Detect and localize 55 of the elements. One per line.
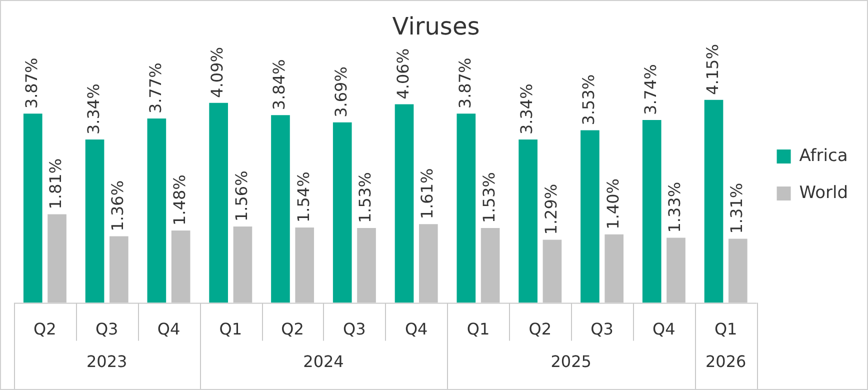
x-tick-label: Q2 xyxy=(281,320,304,339)
bar xyxy=(642,120,662,303)
data-label: 3.87% xyxy=(22,58,42,109)
data-label: 1.54% xyxy=(294,172,313,223)
data-label: 3.34% xyxy=(84,84,103,135)
x-tick-label: Q3 xyxy=(343,320,366,339)
data-label: 4.06% xyxy=(393,48,412,100)
bar xyxy=(332,122,352,303)
x-tick-label: Q1 xyxy=(219,320,242,339)
data-label: 4.09% xyxy=(208,47,227,98)
data-label: 1.40% xyxy=(603,178,622,230)
data-label: 1.36% xyxy=(108,180,128,232)
x-tick-label: Q2 xyxy=(528,320,552,339)
data-label: 3.77% xyxy=(146,62,165,114)
data-label: 3.84% xyxy=(270,59,289,110)
data-label: 1.56% xyxy=(232,170,251,222)
chart-title: Viruses xyxy=(392,12,480,41)
bar xyxy=(518,140,538,303)
data-label: 3.87% xyxy=(455,58,474,109)
text: 2023 xyxy=(86,352,128,371)
data-label: 1.53% xyxy=(479,172,498,223)
bar xyxy=(394,104,414,303)
x-tick-label: Q4 xyxy=(404,320,428,339)
bar xyxy=(704,100,724,303)
bar xyxy=(456,114,476,303)
text: 2026 xyxy=(705,352,746,371)
bar xyxy=(209,102,228,303)
data-label: 3.74% xyxy=(641,64,660,115)
data-label: 3.69% xyxy=(332,66,351,118)
x-tick-label: Q3 xyxy=(95,320,118,339)
data-label: 1.61% xyxy=(418,168,437,220)
x-tick-label: Q1 xyxy=(466,320,490,339)
bar xyxy=(85,140,104,303)
x-tick-label: Q4 xyxy=(652,320,676,339)
data-label: 3.53% xyxy=(579,74,598,126)
text: 2024 xyxy=(303,352,344,371)
x-tick-label: Q4 xyxy=(157,320,180,339)
data-label: 4.15% xyxy=(702,44,722,95)
data-label: 1.33% xyxy=(665,182,684,233)
data-label: 1.53% xyxy=(356,172,375,223)
x-tick-label: Q3 xyxy=(590,320,614,339)
data-label: 3.34% xyxy=(517,84,536,135)
legend-label: World xyxy=(799,182,848,203)
bar xyxy=(580,130,600,303)
bar xyxy=(147,118,166,303)
legend-label: Africa xyxy=(799,146,848,166)
text: 2025 xyxy=(550,352,592,371)
data-label: 1.81% xyxy=(46,158,66,210)
x-tick-label: Q1 xyxy=(714,320,738,339)
data-label: 1.31% xyxy=(727,182,746,234)
data-label: 1.29% xyxy=(541,184,560,235)
bar xyxy=(23,114,42,303)
data-label: 1.48% xyxy=(170,174,189,226)
bar xyxy=(271,115,290,303)
x-tick-label: Q2 xyxy=(34,320,56,339)
